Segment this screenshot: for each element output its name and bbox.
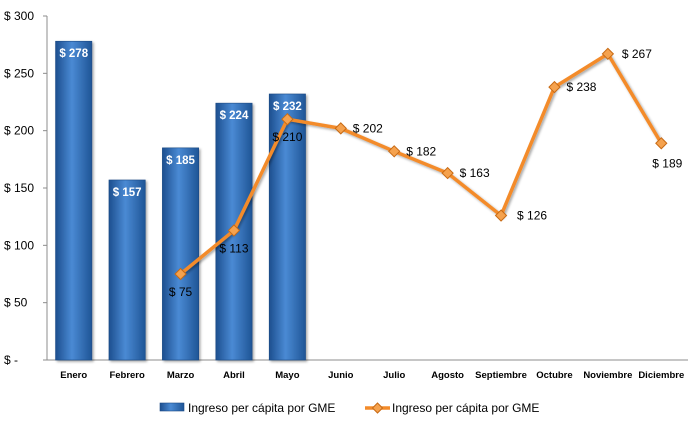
- x-tick-label: Mayo: [275, 370, 299, 381]
- x-tick-label: Diciembre: [638, 370, 684, 381]
- line-data-label: $ 189: [652, 156, 682, 170]
- data-labels: $ 278 $ 157 $ 185 $ 224 $ 232 $ 75 $ 113 $ 210 $…: [59, 47, 682, 299]
- line-data-label: $ 202: [353, 121, 383, 135]
- y-tick-label: $ 50: [4, 296, 28, 310]
- y-tick-label: $ 300: [4, 9, 34, 23]
- line-series: [174, 47, 668, 281]
- x-tick-label: Junio: [328, 370, 354, 381]
- axes: $ - $ 50 $ 100 $ 150 $ 200 $ 250 $ 300 Enero Feb…: [4, 9, 688, 381]
- bar-series: [55, 40, 306, 361]
- line-point: [281, 112, 294, 126]
- bar-data-label: $ 185: [166, 155, 195, 167]
- line-point: [388, 145, 401, 158]
- legend-line-marker: [371, 402, 384, 414]
- line-point: [655, 137, 668, 150]
- line-point: [227, 224, 241, 237]
- line-data-label: $ 126: [517, 209, 547, 223]
- line-data-label: $ 75: [169, 285, 193, 299]
- legend: Ingreso per cápita por GME Ingreso per cá…: [159, 401, 539, 415]
- line-data-label: $ 210: [272, 130, 302, 144]
- bar: [268, 93, 306, 361]
- bar-data-label: $ 278: [59, 48, 88, 60]
- bar: [108, 179, 146, 361]
- line-point: [601, 47, 615, 61]
- x-tick-label: Noviembre: [583, 370, 632, 381]
- x-tick-label: Abril: [223, 370, 245, 381]
- line-data-label: $ 113: [219, 241, 248, 255]
- bar: [215, 102, 253, 361]
- line-point: [441, 166, 454, 180]
- bar-data-label: $ 232: [273, 101, 302, 113]
- bar-data-label: $ 157: [113, 187, 142, 199]
- bar: [162, 147, 200, 361]
- bar-data-label: $ 224: [220, 110, 249, 122]
- x-tick-label: Enero: [60, 370, 87, 381]
- x-tick-label: Febrero: [109, 370, 145, 381]
- legend-bar-swatch: [159, 402, 185, 412]
- legend-bar-label: Ingreso per cápita por GME: [188, 401, 335, 415]
- y-tick-label: $ -: [4, 353, 18, 367]
- x-tick-label: Julio: [383, 370, 405, 381]
- line-data-label: $ 163: [460, 166, 490, 180]
- line-data-label: $ 238: [566, 80, 596, 94]
- line-path: [179, 52, 663, 276]
- line-data-label: $ 182: [406, 144, 436, 158]
- x-tick-label: Septiembre: [475, 370, 527, 381]
- x-tick-label: Marzo: [167, 370, 195, 381]
- y-tick-label: $ 150: [4, 181, 34, 195]
- line-point: [334, 122, 347, 135]
- bar: [55, 40, 93, 361]
- x-tick-label: Agosto: [431, 370, 464, 381]
- line-point: [548, 80, 561, 94]
- y-tick-label: $ 100: [4, 238, 34, 252]
- y-tick-label: $ 250: [4, 66, 34, 80]
- line-point: [174, 267, 187, 281]
- y-tick-label: $ 200: [4, 124, 34, 138]
- line-point: [494, 209, 508, 222]
- legend-line-label: Ingreso per cápita por GME: [392, 401, 539, 415]
- x-tick-label: Octubre: [536, 370, 572, 381]
- line-data-label: $ 267: [622, 47, 652, 61]
